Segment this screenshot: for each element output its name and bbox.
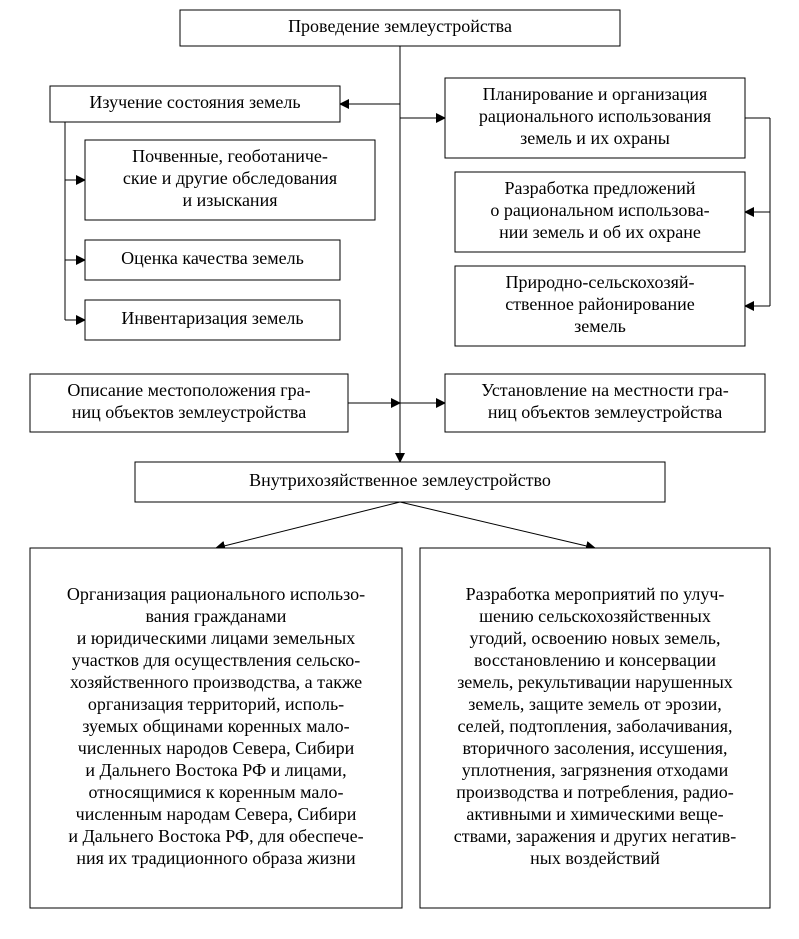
node-n_right1: Планирование и организациярационального … (445, 78, 745, 158)
node-text-line: производства и потребления, радио- (456, 782, 734, 802)
node-text-line: Разработка мероприятий по улуч- (466, 584, 725, 604)
node-n_big_r: Разработка мероприятий по улуч-шению сел… (420, 548, 770, 908)
node-text-line: Разработка предложений (504, 178, 695, 198)
node-text-line: земель, рекультивации нарушенных (457, 672, 733, 692)
node-text-line: земель (574, 316, 626, 336)
node-n_inner: Внутрихозяйственное землеустройство (135, 462, 665, 502)
node-text-line: Почвенные, геоботаниче- (132, 146, 328, 166)
node-text-line: активными и химическими веще- (466, 804, 723, 824)
node-text-line: Установление на местности гра- (481, 380, 729, 400)
node-text-line: Изучение состояния земель (89, 92, 300, 112)
node-n_left3: Оценка качества земель (85, 240, 340, 280)
node-n_left1: Изучение состояния земель (50, 86, 340, 122)
node-text-line: и Дальнего Востока РФ, для обеспече- (68, 826, 363, 846)
edge-inner-to-bigl (216, 502, 400, 548)
node-text-line: Оценка качества земель (121, 248, 304, 268)
node-text-line: Планирование и организация (483, 84, 708, 104)
node-text-line: Организация рационального использо- (67, 584, 365, 604)
node-n_left2: Почвенные, геоботаниче-ские и другие обс… (85, 140, 375, 220)
node-text-line: зуемых общинами коренных мало- (82, 716, 349, 736)
node-text-line: земель, защите земель от эрозии, (468, 694, 722, 714)
node-text-line: шению сельскохозяйственных (479, 606, 711, 626)
node-text-line: Проведение землеустройства (288, 16, 512, 36)
node-text-line: ствами, заражения и других негатив- (454, 826, 737, 846)
node-text-line: нии земель и об их охране (499, 222, 701, 242)
node-text-line: Описание местоположения гра- (67, 380, 310, 400)
node-n_right3: Природно-сельскохозяй-ственное райониров… (455, 266, 745, 346)
node-text-line: организация территорий, исполь- (88, 694, 344, 714)
node-n_right2: Разработка предложенийо рациональном исп… (455, 172, 745, 252)
node-text-line: вания гражданами (146, 606, 287, 626)
node-text-line: селей, подтопления, заболачивания, (457, 716, 732, 736)
edge-inner-to-bigr (400, 502, 595, 548)
node-text-line: численным народам Севера, Сибири (76, 804, 357, 824)
node-text-line: уплотнения, загрязнения отходами (462, 760, 729, 780)
node-n_big_l: Организация рационального использо-вания… (30, 548, 402, 908)
node-text-line: восстановлению и консервации (474, 650, 716, 670)
node-text-line: ские и другие обследования (123, 168, 337, 188)
node-text-line: о рациональном использова- (490, 200, 709, 220)
node-n_loc_l: Описание местоположения гра-ниц объектов… (30, 374, 348, 432)
node-text-line: ниц объектов землеустройства (72, 402, 306, 422)
node-n_left4: Инвентаризация земель (85, 300, 340, 340)
node-text-line: и изыскания (183, 190, 278, 210)
node-text-line: земель и их охраны (520, 128, 670, 148)
node-n_loc_r: Установление на местности гра-ниц объект… (445, 374, 765, 432)
node-text-line: и юридическими лицами земельных (77, 628, 356, 648)
node-text-line: рационального использования (479, 106, 711, 126)
node-text-line: Внутрихозяйственное землеустройство (249, 470, 551, 490)
node-text-line: и Дальнего Востока РФ и лицами, (85, 760, 346, 780)
node-text-line: угодий, освоению новых земель, (470, 628, 721, 648)
node-text-line: ных воздействий (530, 848, 660, 868)
node-text-line: ния их традиционного образа жизни (76, 848, 356, 868)
node-text-line: участков для осуществления сельско- (72, 650, 360, 670)
node-text-line: ниц объектов землеустройства (488, 402, 722, 422)
node-text-line: относящимися к коренным мало- (89, 782, 344, 802)
node-text-line: Природно-сельскохозяй- (506, 272, 695, 292)
node-text-line: Инвентаризация земель (121, 308, 303, 328)
node-text-line: численных народов Севера, Сибири (78, 738, 355, 758)
node-text-line: вторичного засоления, иссушения, (462, 738, 727, 758)
node-text-line: хозяйственного производства, а также (70, 672, 362, 692)
node-text-line: ственное районирование (505, 294, 695, 314)
node-root: Проведение землеустройства (180, 10, 620, 46)
